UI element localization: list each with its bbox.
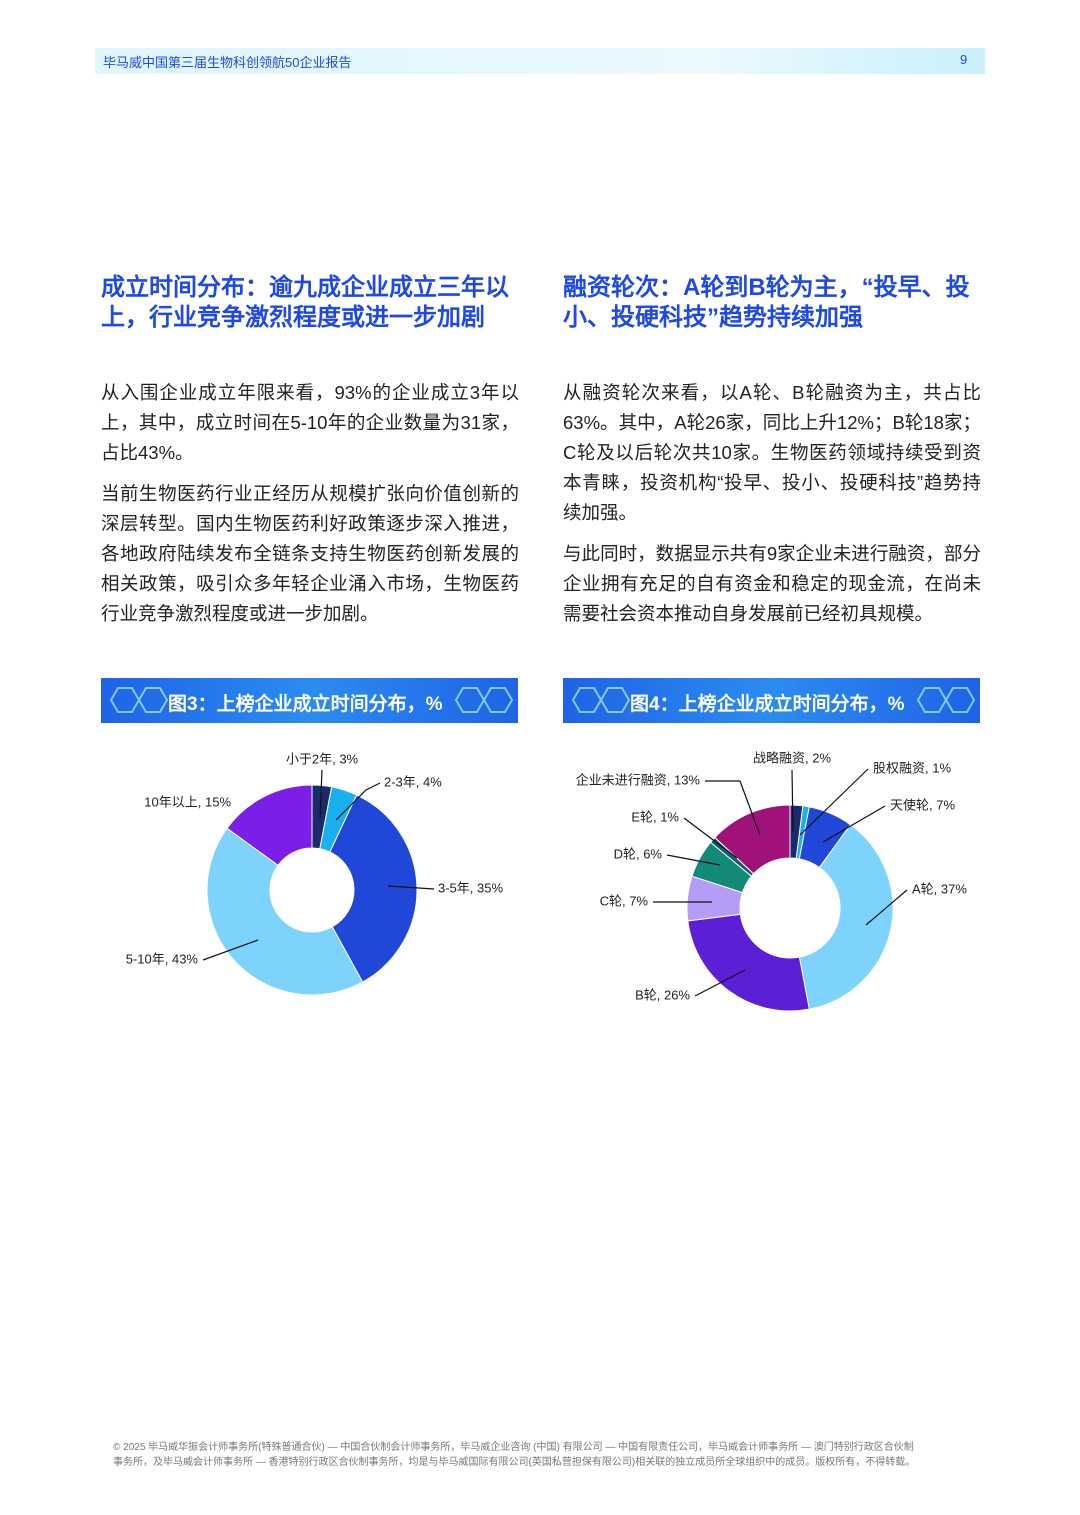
leader-line — [865, 889, 908, 926]
footer-line: 事务所，及毕马威会计师事务所 — 香港特别行政区合伙制事务所，均是与毕马威国际有… — [113, 1457, 916, 1468]
page-number: 9 — [960, 52, 968, 67]
data-label: E轮, 1% — [631, 809, 679, 824]
leader-line — [319, 769, 323, 819]
section-heading: 融资轮次：A轮到B轮为主，“投早、投小、投硬科技”趋势持续加强 — [563, 274, 970, 331]
footer-line: © 2025 毕马威华振会计师事务所(特殊普通合伙) — 中国合伙制会计师事务所… — [113, 1442, 914, 1453]
chart-banner: 图4：上榜企业成立时间分布，% — [563, 678, 980, 723]
data-label: 小于2年, 3% — [286, 751, 359, 766]
data-label: A轮, 37% — [912, 881, 967, 896]
leader-line — [666, 854, 721, 866]
leader-line — [705, 780, 761, 836]
data-label: C轮, 7% — [600, 893, 649, 908]
hex-decoration — [109, 687, 514, 713]
pie-slice — [798, 823, 894, 1010]
paragraph: 与此同时，数据显示共有9家企业未进行融资，部分企业拥有充足的自有资金和稳定的现金… — [563, 543, 981, 624]
pie-slice — [206, 827, 364, 996]
leader-line — [202, 939, 259, 961]
section-body: 从入围企业成立年限来看，93%的企业成立3年以上，其中，成立时间在5-10年的企… — [101, 378, 519, 640]
chart-title: 图3：上榜企业成立时间分布，% — [168, 694, 443, 715]
data-label: 2-3年, 4% — [384, 774, 442, 789]
section-heading: 成立时间分布：逾九成企业成立三年以上，行业竞争激烈程度或进一步加剧 — [101, 274, 509, 331]
data-label: 天使轮, 7% — [890, 797, 955, 812]
leader-line — [335, 782, 381, 821]
leader-line — [799, 768, 869, 836]
data-label: 企业未进行融资, 13% — [576, 772, 701, 787]
leader-line — [683, 817, 738, 859]
data-label: D轮, 6% — [614, 846, 663, 861]
header-title: 毕马威中国第三届生物科创领航50企业报告 — [103, 55, 352, 70]
paragraph: 从融资轮次来看，以A轮、B轮融资为主，共占比63%。其中，A轮26家，同比上升1… — [563, 382, 981, 523]
pie-slice — [687, 913, 810, 1012]
pie-slice — [226, 784, 313, 867]
header-bar — [95, 48, 985, 74]
paragraph: 从入围企业成立年限来看，93%的企业成立3年以上，其中，成立时间在5-10年的企… — [101, 382, 519, 463]
leader-line — [387, 885, 435, 890]
pie-slice — [714, 804, 791, 875]
leader-line — [694, 969, 746, 997]
paragraph: 当前生物医药行业正经历从规模扩张向价值创新的深层转型。国内生物医药利好政策逐步深… — [101, 483, 519, 624]
data-label: 股权融资, 1% — [873, 760, 951, 775]
chart-title: 图4：上榜企业成立时间分布，% — [630, 694, 905, 715]
data-label: 3-5年, 35% — [438, 880, 503, 895]
data-label: 10年以上, 15% — [144, 794, 231, 809]
chart-banner: 图3：上榜企业成立时间分布，% — [101, 678, 518, 723]
leader-line — [791, 769, 794, 833]
leader-line — [822, 805, 886, 843]
hex-decoration — [571, 687, 976, 713]
section-body: 从融资轮次来看，以A轮、B轮融资为主，共占比63%。其中，A轮26家，同比上升1… — [563, 378, 981, 640]
data-label: 战略融资, 2% — [753, 750, 831, 765]
data-label: 5-10年, 43% — [126, 951, 199, 966]
pie-slice — [329, 794, 418, 983]
data-label: B轮, 26% — [635, 987, 690, 1002]
